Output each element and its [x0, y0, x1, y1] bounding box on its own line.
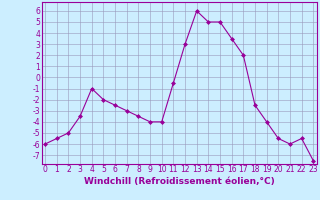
X-axis label: Windchill (Refroidissement éolien,°C): Windchill (Refroidissement éolien,°C) [84, 177, 275, 186]
